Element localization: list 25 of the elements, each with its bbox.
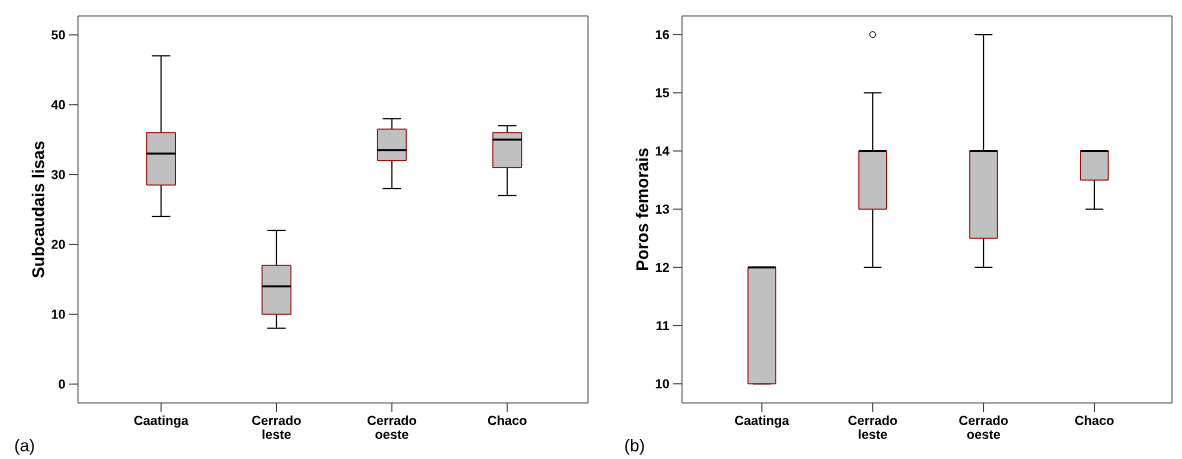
text: (a) — [15, 439, 34, 455]
y-tick-label: 20 — [51, 239, 65, 249]
x-tick-label: Chaco — [1075, 415, 1114, 426]
y-tick-label: 16 — [655, 30, 670, 40]
y-tick-label: 11 — [656, 321, 670, 331]
y-tick-label: 15 — [655, 88, 670, 98]
y-tick-label: 14 — [655, 146, 670, 156]
y-tick-label: 13 — [655, 204, 670, 214]
x-tick-label: Chaco — [487, 415, 527, 426]
y-tick-label: 12 — [655, 262, 669, 272]
y-tick-label: 40 — [51, 100, 65, 110]
x-tick-label: Caatinga — [735, 415, 790, 428]
y-tick-label: 10 — [51, 309, 65, 319]
x-tick-label: Cerrado oeste — [367, 415, 417, 439]
y-axis-title: Subcaudais lisas — [31, 141, 45, 278]
y-tick-label: 0 — [58, 379, 65, 389]
x-tick-label: Cerrado leste — [252, 415, 301, 439]
text: (b) — [625, 439, 644, 455]
x-tick-label: Cerrado oeste — [959, 415, 1008, 439]
y-axis-title: Poros femorais — [635, 148, 649, 270]
x-tick-label: Caatinga — [134, 415, 189, 428]
y-tick-label: 10 — [655, 379, 669, 389]
x-tick-label: Cerrado leste — [848, 415, 898, 439]
y-tick-label: 30 — [51, 169, 65, 180]
y-tick-label: 50 — [51, 30, 65, 40]
